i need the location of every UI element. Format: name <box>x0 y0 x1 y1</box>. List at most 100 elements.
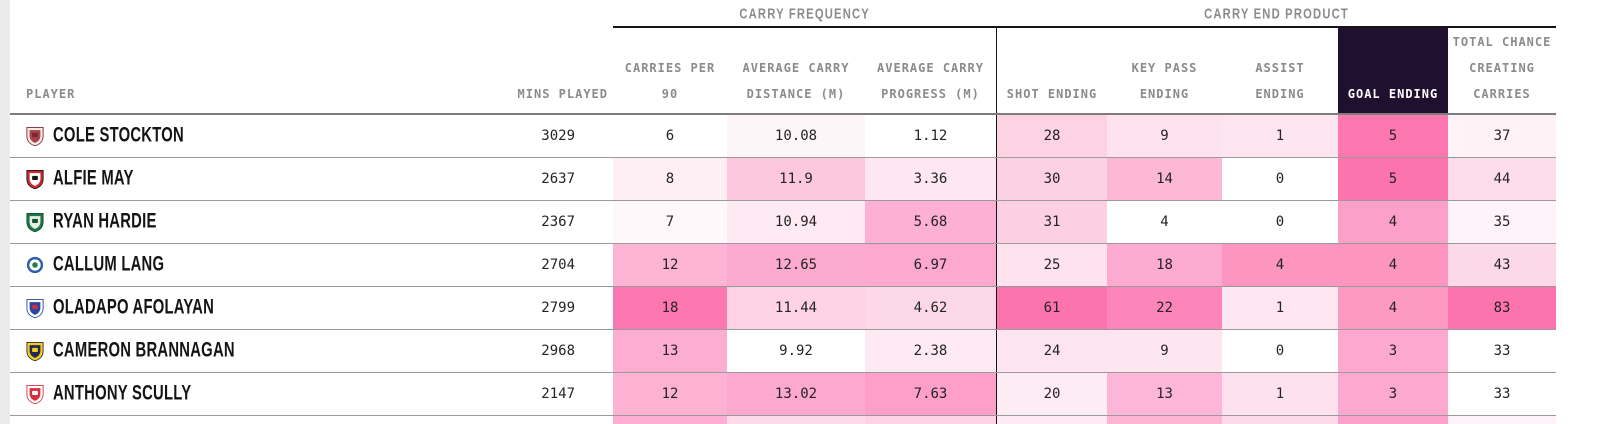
avg-carry-distance-value: 11.44 <box>727 287 865 329</box>
assist-ending-value: 0 <box>1222 158 1338 200</box>
key-pass-ending-value: 22 <box>1107 287 1222 329</box>
carries-per-90-value: 13 <box>613 330 727 372</box>
carries-per-90-value: 18 <box>613 287 727 329</box>
section-divider-line <box>996 115 997 157</box>
player-cell: CAMERON BRANNAGAN <box>10 330 470 372</box>
section-divider-line <box>996 373 997 415</box>
carries-per-90-value: 12 <box>613 373 727 415</box>
key-pass-ending-value <box>1107 416 1222 424</box>
goal-ending-value: 3 <box>1338 373 1448 415</box>
total-chance-creating-carries-value <box>1448 416 1556 424</box>
section-divider-line <box>996 28 997 113</box>
mins-played-value <box>470 416 608 424</box>
avg-carry-progress-value: 1.12 <box>865 115 996 157</box>
key-pass-ending-value: 14 <box>1107 158 1222 200</box>
total-chance-creating-carries-value: 43 <box>1448 244 1556 286</box>
total-chance-creating-carries-value: 37 <box>1448 115 1556 157</box>
avg-carry-distance-value: 13.02 <box>727 373 865 415</box>
key-pass-ending-value: 4 <box>1107 201 1222 243</box>
avg-carry-progress-value: 3.36 <box>865 158 996 200</box>
avg-carry-progress-value: 7.63 <box>865 373 996 415</box>
player-name: OLADAPO AFOLAYAN <box>53 295 215 319</box>
shot-ending-value: 25 <box>997 244 1107 286</box>
group-header-carry-end-product: CARRY END PRODUCT <box>997 0 1556 28</box>
carries-per-90-value: 6 <box>613 115 727 157</box>
shot-ending-value <box>997 416 1107 424</box>
mins-played-column-header: MINS PLAYED <box>517 87 608 101</box>
table-row: ALFIE MAY 2637 8 11.9 3.36 30 14 0 5 44 <box>10 158 1556 201</box>
avg-carry-distance-value: 10.08 <box>727 115 865 157</box>
table-row: COLE STOCKTON 3029 6 10.08 1.12 28 9 1 5 37 <box>10 115 1556 158</box>
player-cell <box>10 416 470 424</box>
assist-ending-value: 1 <box>1222 115 1338 157</box>
avg-carry-progress-value: 6.97 <box>865 244 996 286</box>
assist-ending-value: 0 <box>1222 330 1338 372</box>
key-pass-ending-value: 9 <box>1107 115 1222 157</box>
morecambe-badge-icon <box>26 126 44 146</box>
avg-carry-progress-value: 2.38 <box>865 330 996 372</box>
mins-played-value: 2704 <box>541 257 575 273</box>
avg-carry-progress-value: 4.62 <box>865 287 996 329</box>
avg-carry-progress-column-header: AVERAGE CARRY PROGRESS (M) <box>877 61 984 101</box>
player-cell: RYAN HARDIE <box>10 201 470 243</box>
player-cell: ALFIE MAY <box>10 158 470 200</box>
shot-ending-column-header: SHOT ENDING <box>1006 87 1098 101</box>
total-chance-creating-carries-column-header: TOTAL CHANCE CREATING CARRIES <box>1452 35 1552 101</box>
player-name: ALFIE MAY <box>53 166 134 190</box>
goal-ending-value <box>1338 416 1448 424</box>
oxford-badge-icon <box>26 341 44 361</box>
player-name: COLE STOCKTON <box>53 123 184 147</box>
column-header-row: PLAYER MINS PLAYED CARRIES PER 90 AVERAG… <box>10 28 1556 115</box>
key-pass-ending-column-header: KEY PASS ENDING <box>1131 61 1198 101</box>
shot-ending-value: 61 <box>997 287 1107 329</box>
player-name: CAMERON BRANNAGAN <box>53 338 235 362</box>
shot-ending-value: 28 <box>997 115 1107 157</box>
player-cell: ANTHONY SCULLY <box>10 373 470 415</box>
avg-carry-distance-value: 12.65 <box>727 244 865 286</box>
mins-played-value: 2799 <box>541 300 575 316</box>
avg-carry-progress-value: 5.68 <box>865 201 996 243</box>
shot-ending-value: 24 <box>997 330 1107 372</box>
cheltenham-badge-icon <box>26 169 44 189</box>
goal-ending-value: 4 <box>1338 244 1448 286</box>
player-cell: CALLUM LANG <box>10 244 470 286</box>
player-cell: COLE STOCKTON <box>10 115 470 157</box>
goal-ending-value: 5 <box>1338 158 1448 200</box>
mins-played-value: 2637 <box>541 171 575 187</box>
total-chance-creating-carries-value: 33 <box>1448 330 1556 372</box>
player-name: RYAN HARDIE <box>53 209 157 233</box>
assist-ending-value: 0 <box>1222 201 1338 243</box>
carries-per-90-column-header: CARRIES PER 90 <box>624 61 716 101</box>
assist-ending-value: 4 <box>1222 244 1338 286</box>
group-label: CARRY END PRODUCT <box>1204 4 1349 22</box>
wigan-badge-icon <box>26 255 44 275</box>
assist-ending-value: 1 <box>1222 287 1338 329</box>
bolton-badge-icon <box>26 298 44 318</box>
table-row: RYAN HARDIE 2367 7 10.94 5.68 31 4 0 4 35 <box>10 201 1556 244</box>
avg-carry-progress-value <box>865 416 996 424</box>
table-row: CALLUM LANG 2704 12 12.65 6.97 25 18 4 4 43 <box>10 244 1556 287</box>
table-row-partial <box>10 416 1556 424</box>
group-header-row: CARRY FREQUENCY CARRY END PRODUCT <box>10 0 1556 28</box>
total-chance-creating-carries-value: 83 <box>1448 287 1556 329</box>
assist-ending-value: 1 <box>1222 373 1338 415</box>
group-label: CARRY FREQUENCY <box>739 4 870 22</box>
shot-ending-value: 30 <box>997 158 1107 200</box>
shot-ending-value: 20 <box>997 373 1107 415</box>
mins-played-value: 2968 <box>541 343 575 359</box>
player-column-header: PLAYER <box>26 87 76 101</box>
total-chance-creating-carries-value: 35 <box>1448 201 1556 243</box>
key-pass-ending-value: 9 <box>1107 330 1222 372</box>
group-divider <box>996 0 997 28</box>
shot-ending-value: 31 <box>997 201 1107 243</box>
table-row: OLADAPO AFOLAYAN 2799 18 11.44 4.62 61 22 1 4 83 <box>10 287 1556 330</box>
avg-carry-distance-value <box>727 416 865 424</box>
stats-table: CARRY FREQUENCY CARRY END PRODUCT PLAYER… <box>10 0 1556 424</box>
avg-carry-distance-value: 11.9 <box>727 158 865 200</box>
carries-per-90-value: 12 <box>613 244 727 286</box>
mins-played-value: 2147 <box>541 386 575 402</box>
carries-per-90-value: 7 <box>613 201 727 243</box>
carries-per-90-value <box>613 416 727 424</box>
goal-ending-column-header: GOAL ENDING <box>1338 28 1448 113</box>
